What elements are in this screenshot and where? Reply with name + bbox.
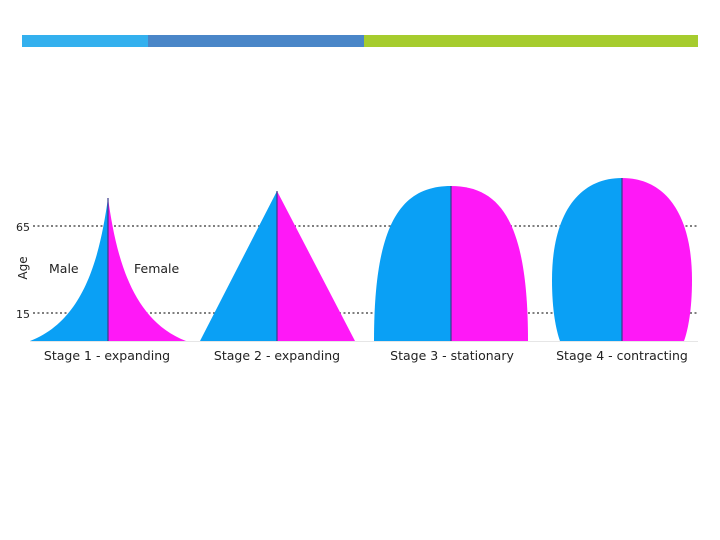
female-label: Female xyxy=(134,261,180,276)
stage-2-male-shape xyxy=(200,191,277,341)
accent-bar-segment-3 xyxy=(364,35,698,47)
age-65-tick-label: 65 xyxy=(16,221,30,234)
header-accent-bar xyxy=(22,35,698,47)
stage-3-label: Stage 3 - stationary xyxy=(390,348,514,363)
age-15-tick-label: 15 xyxy=(16,308,30,321)
stage-4-pyramid xyxy=(552,178,692,341)
stage-4-label: Stage 4 - contracting xyxy=(556,348,688,363)
stage-1-male-shape xyxy=(30,198,108,341)
age-axis-label: Age xyxy=(16,256,30,279)
stage-4-female-shape xyxy=(622,178,692,341)
male-label: Male xyxy=(49,261,79,276)
stage-3-male-shape xyxy=(374,186,451,341)
stage-1-label: Stage 1 - expanding xyxy=(44,348,170,363)
stage-2-label: Stage 2 - expanding xyxy=(214,348,340,363)
stage-2-pyramid xyxy=(200,191,355,341)
stage-1-pyramid xyxy=(30,198,186,341)
accent-bar-segment-1 xyxy=(22,35,148,47)
stage-4-male-shape xyxy=(552,178,622,341)
stage-3-female-shape xyxy=(451,186,528,341)
accent-bar-segment-2 xyxy=(148,35,364,47)
stage-2-female-shape xyxy=(277,191,355,341)
stage-3-pyramid xyxy=(374,186,528,341)
stage-1-female-shape xyxy=(108,198,186,341)
